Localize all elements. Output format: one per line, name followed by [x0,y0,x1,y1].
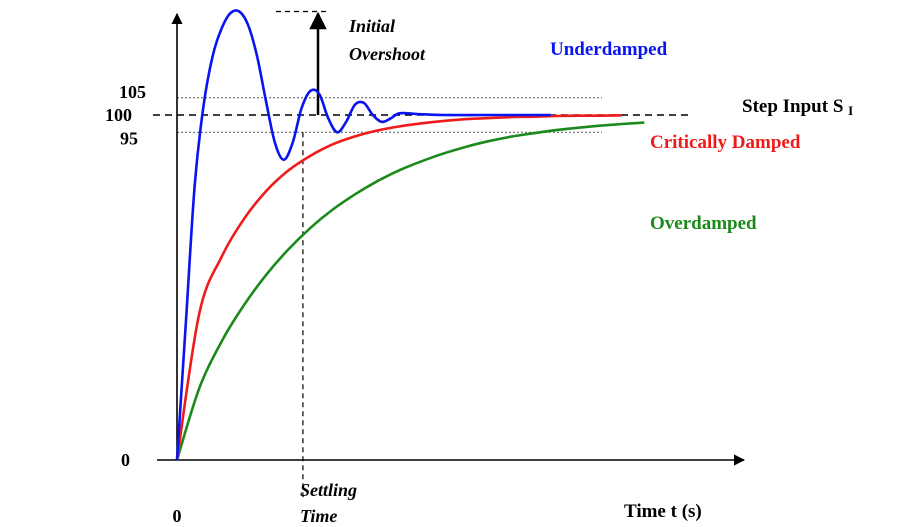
step-input-label-main: Step Input S [742,96,843,117]
y-tick-label-0: 0 [121,450,130,470]
y-tick-label-95: 95 [120,128,138,148]
settling-annotation-line1: Settling [300,480,357,500]
overshoot-annotation-line2: Overshoot [349,44,426,64]
critically-damped-curve [175,114,623,461]
overdamped-label: Overdamped [650,213,757,234]
step-input-label-subscript: I [848,103,853,118]
overdamped-curve [175,121,645,461]
underdamped-label: Underdamped [550,39,668,60]
x-axis-title: Time t (s) [624,501,702,522]
step-input-label: Step Input S I [742,96,853,118]
y-tick-label-105: 105 [119,82,146,102]
critically-damped-label: Critically Damped [650,132,801,153]
y-tick-label-100: 100 [105,105,132,125]
settling-annotation-line2: Time [300,506,337,526]
underdamped-curve [175,9,551,461]
overshoot-annotation-line1: Initial [348,16,395,36]
x-tick-label-0: 0 [173,506,182,526]
